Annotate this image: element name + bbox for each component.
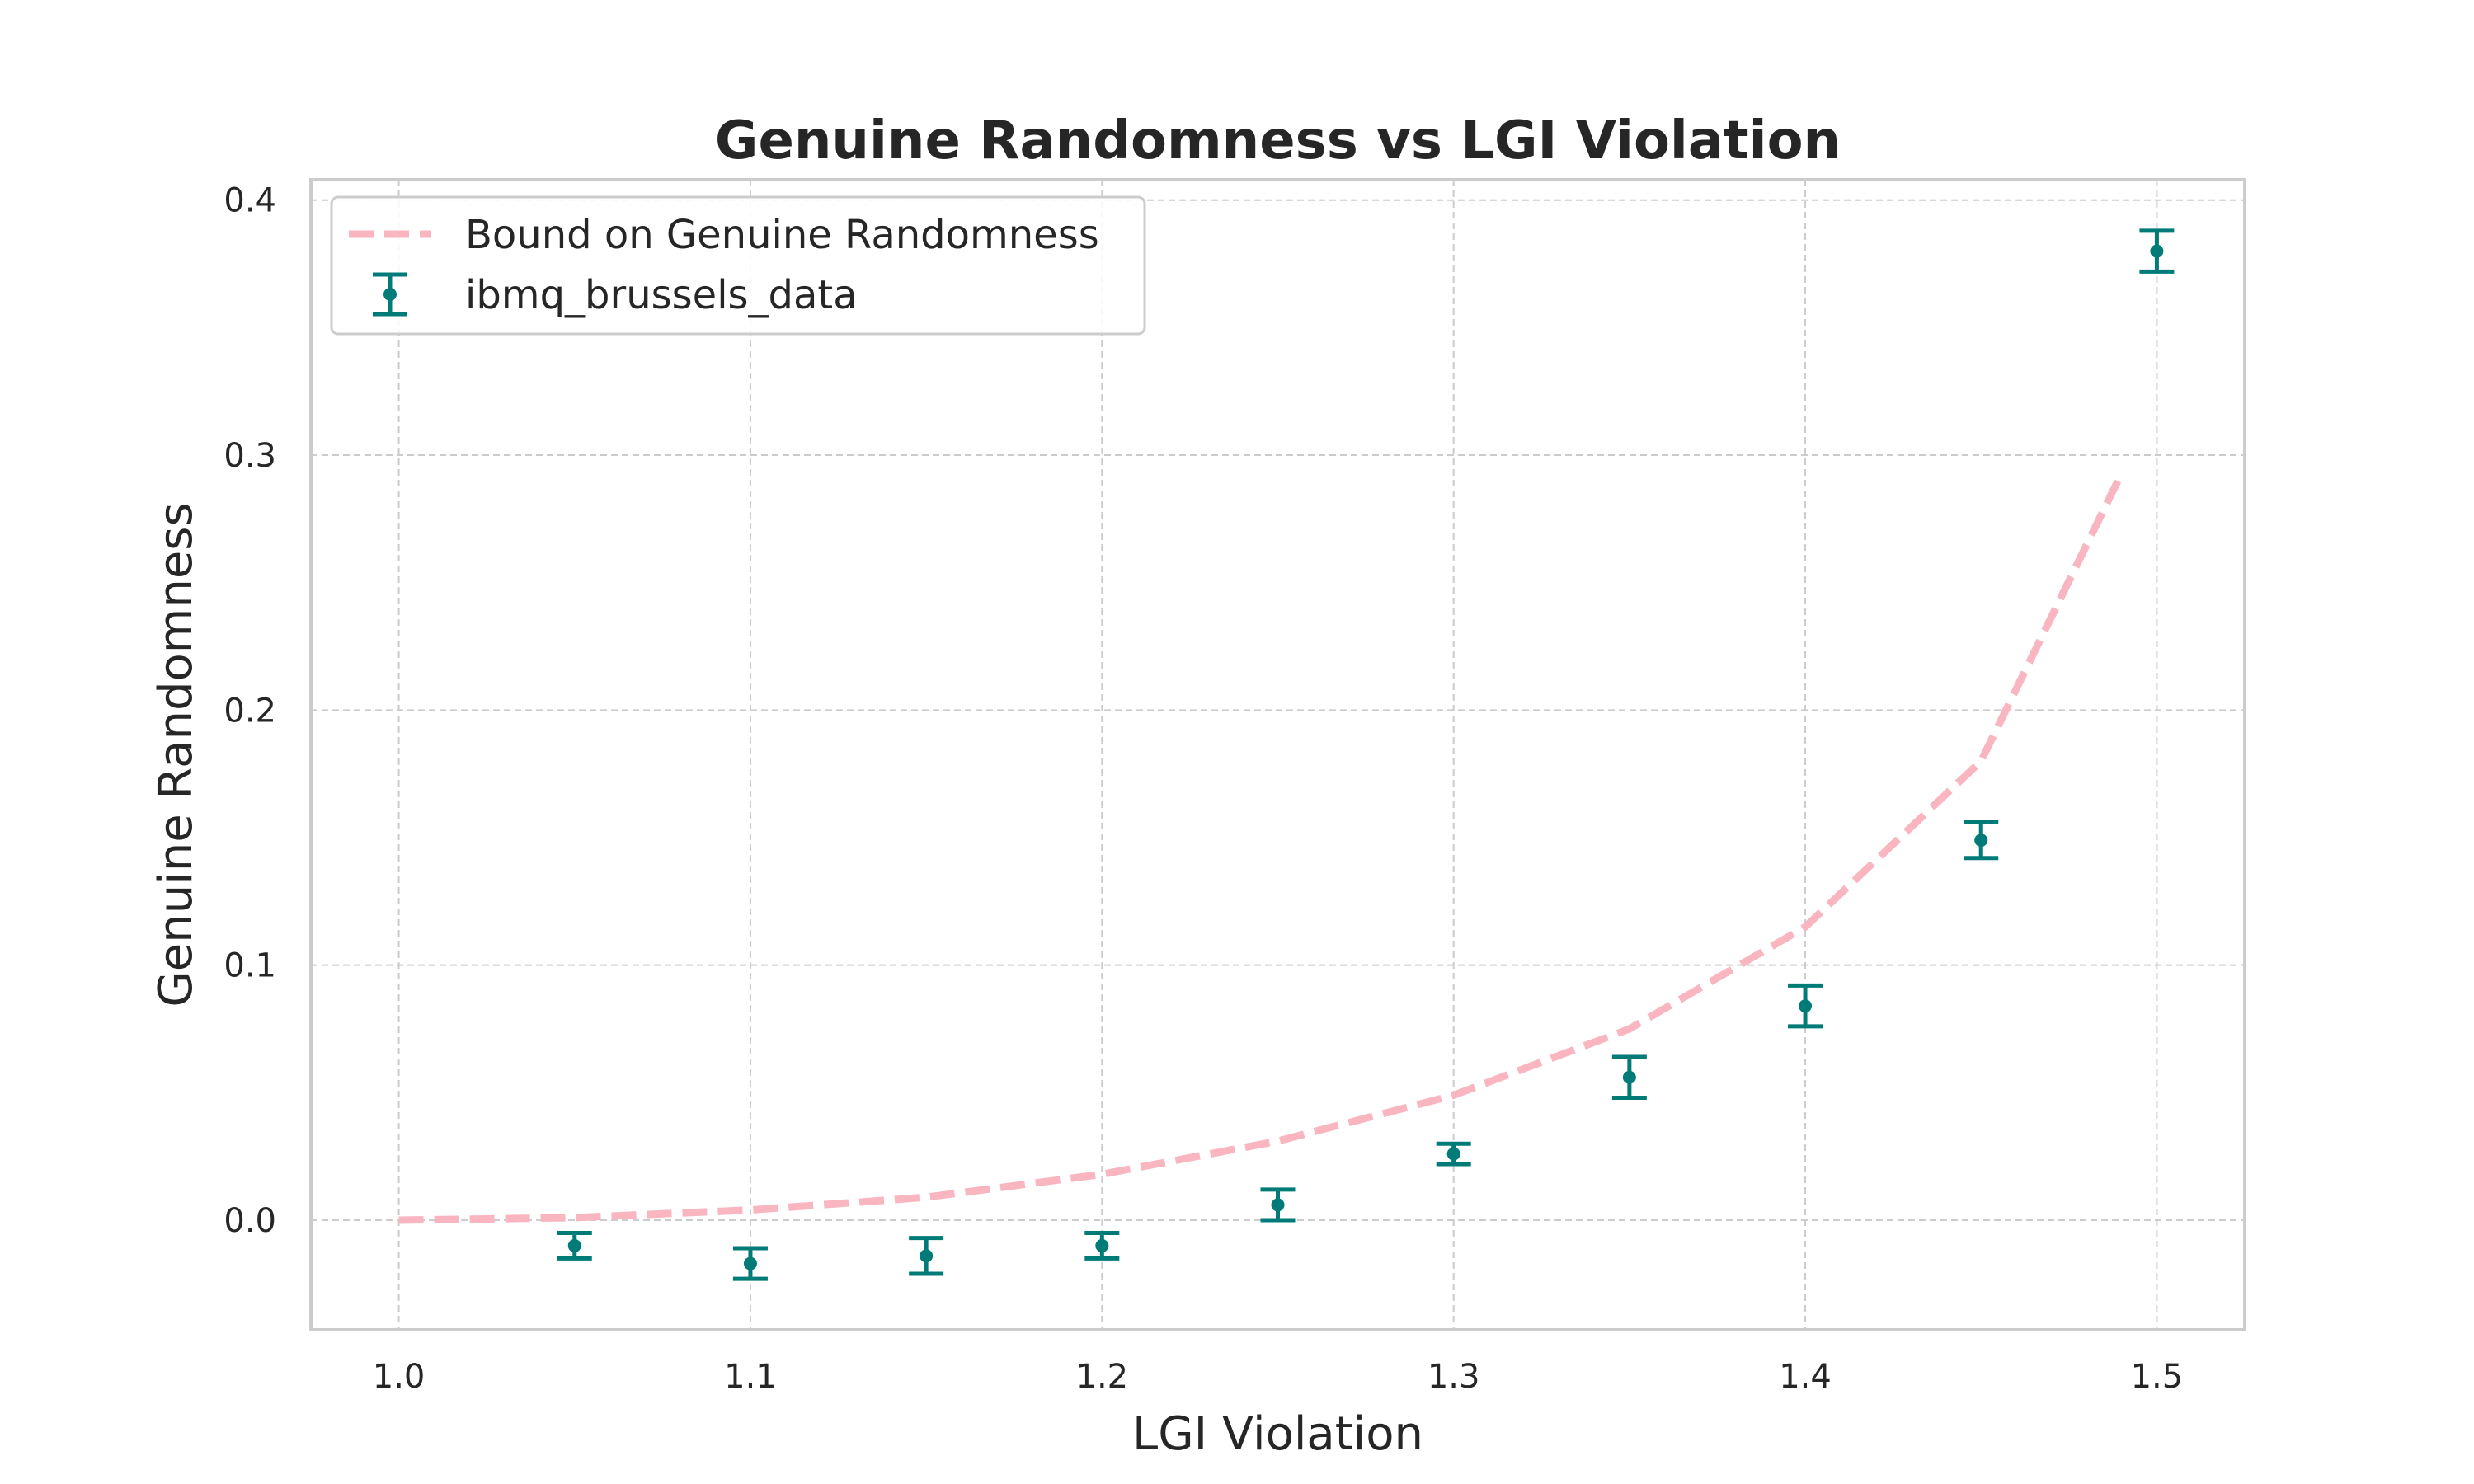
- data-marker: [920, 1249, 934, 1263]
- y-axis-label: Genuine Randomness: [149, 502, 203, 1007]
- x-axis-label: LGI Violation: [1132, 1407, 1423, 1461]
- data-marker: [2150, 244, 2164, 258]
- data-point: [909, 1236, 944, 1276]
- x-tick-label: 1.4: [1779, 1358, 1832, 1396]
- data-point: [2139, 228, 2175, 274]
- x-tick-label: 1.3: [1427, 1358, 1480, 1396]
- y-tick-label: 0.4: [223, 182, 276, 220]
- data-point: [557, 1230, 592, 1261]
- x-tick-label: 1.0: [373, 1358, 426, 1396]
- y-tick-label: 0.2: [223, 692, 276, 730]
- data-marker: [1446, 1147, 1460, 1161]
- x-tick-label: 1.2: [1076, 1358, 1129, 1396]
- data-marker: [567, 1238, 581, 1252]
- plot-frame: [309, 178, 2246, 1331]
- data-series: [557, 228, 2175, 1281]
- chart-title: Genuine Randomness vs LGI Violation: [715, 110, 1841, 171]
- legend-label-bound: Bound on Genuine Randomness: [465, 212, 1099, 258]
- data-marker: [743, 1256, 757, 1270]
- data-marker: [1799, 999, 1813, 1013]
- data-marker: [1271, 1198, 1285, 1212]
- x-axis-ticks: 1.0 1.1 1.2 1.3 1.4 1.5: [373, 1358, 2183, 1396]
- bound-series: [398, 471, 2125, 1224]
- data-point: [1964, 819, 1999, 861]
- data-point: [732, 1246, 768, 1281]
- legend-box: [330, 195, 1146, 336]
- legend-label-data: ibmq_brussels_data: [465, 272, 858, 318]
- data-marker: [1622, 1070, 1636, 1084]
- data-marker: [1974, 834, 1988, 848]
- legend: Bound on Genuine Randomness ibmq_brussel…: [330, 195, 1146, 336]
- legend-data-swatch: [373, 272, 407, 317]
- x-tick-label: 1.1: [724, 1358, 777, 1396]
- y-tick-label: 0.0: [223, 1202, 276, 1240]
- data-point: [1436, 1141, 1471, 1167]
- y-tick-label: 0.1: [223, 947, 276, 985]
- y-axis-ticks: 0.0 0.1 0.2 0.3 0.4: [223, 182, 276, 1240]
- x-tick-label: 1.5: [2131, 1358, 2184, 1396]
- y-tick-label: 0.3: [223, 437, 276, 475]
- bound-curve: [398, 471, 2125, 1224]
- legend-data-marker: [383, 288, 397, 301]
- data-point: [1084, 1230, 1120, 1261]
- data-point: [1611, 1054, 1647, 1101]
- data-point: [1260, 1187, 1296, 1223]
- data-point: [1788, 983, 1823, 1029]
- data-marker: [1095, 1238, 1109, 1252]
